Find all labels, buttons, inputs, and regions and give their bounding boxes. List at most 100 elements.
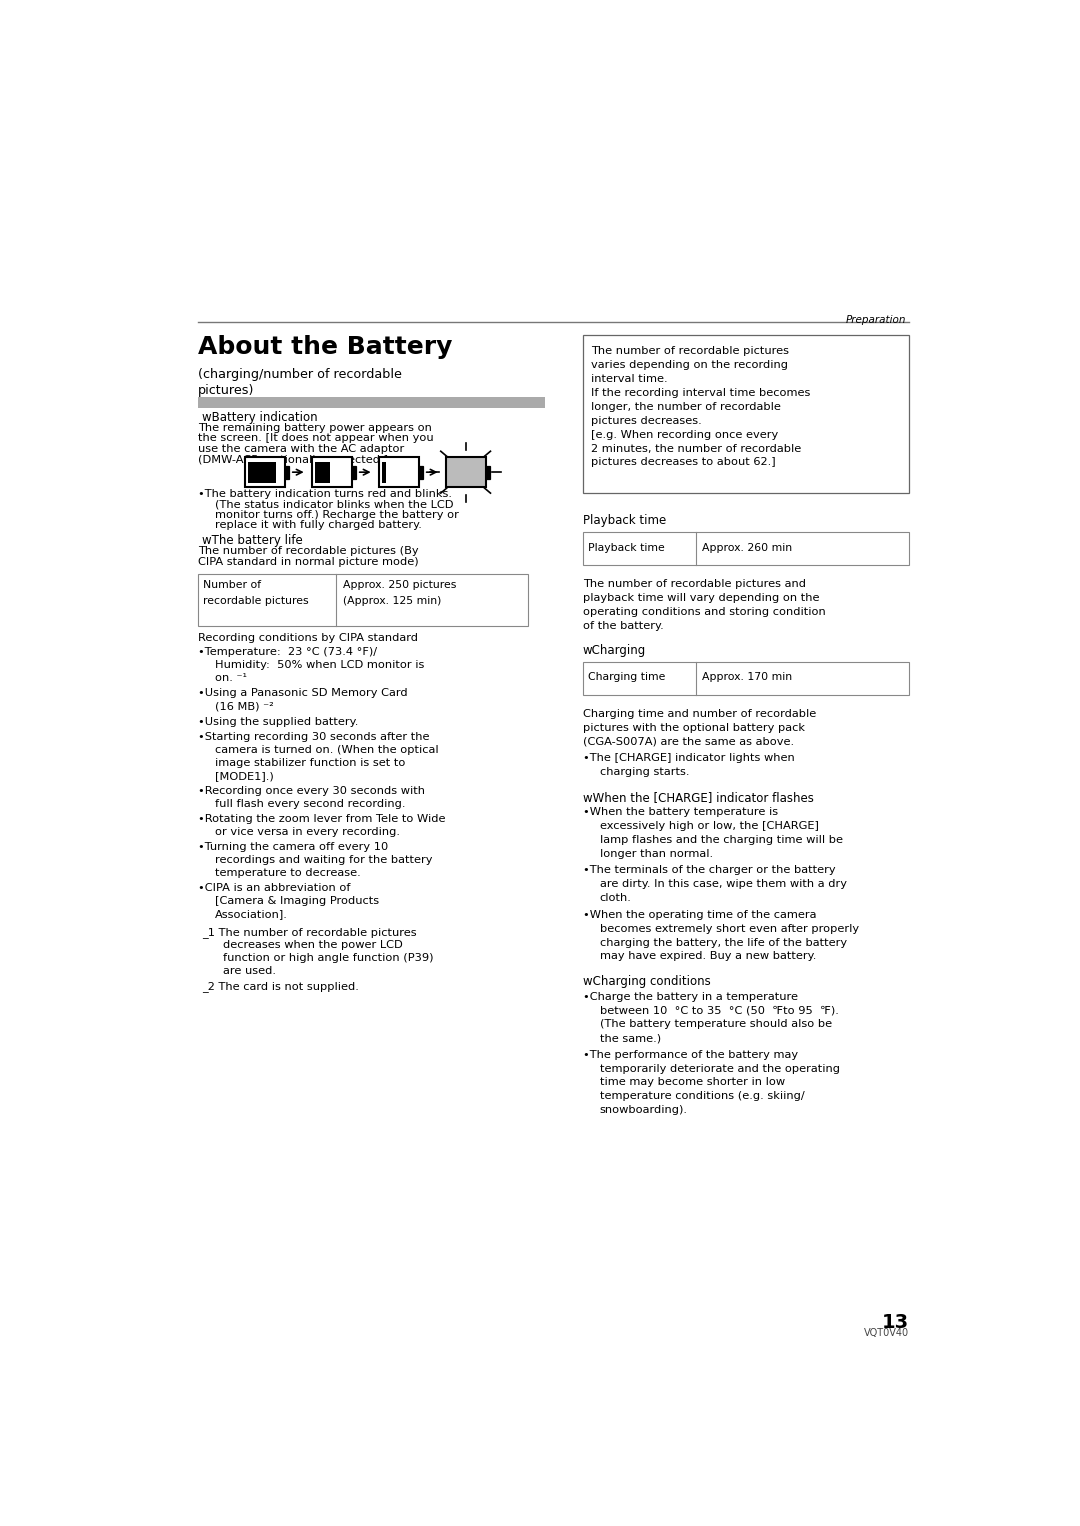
Bar xyxy=(352,465,356,479)
Bar xyxy=(245,456,285,487)
Text: becomes extremely short even after properly: becomes extremely short even after prope… xyxy=(599,923,859,934)
Text: recordable pictures: recordable pictures xyxy=(203,595,309,606)
Text: The number of recordable pictures: The number of recordable pictures xyxy=(591,346,789,357)
Text: temperature conditions (e.g. skiing/: temperature conditions (e.g. skiing/ xyxy=(599,1091,805,1102)
Text: •Charge the battery in a temperature: •Charge the battery in a temperature xyxy=(583,992,798,1001)
Text: wCharging: wCharging xyxy=(583,644,646,658)
Bar xyxy=(248,461,276,482)
Text: The remaining battery power appears on: The remaining battery power appears on xyxy=(198,423,432,433)
Text: •The terminals of the charger or the battery: •The terminals of the charger or the bat… xyxy=(583,865,836,876)
Text: camera is turned on. (When the optical: camera is turned on. (When the optical xyxy=(215,745,438,755)
Bar xyxy=(446,456,486,487)
Text: •Turning the camera off every 10: •Turning the camera off every 10 xyxy=(198,842,388,853)
Text: [Camera & Imaging Products: [Camera & Imaging Products xyxy=(215,896,379,906)
Text: operating conditions and storing condition: operating conditions and storing conditi… xyxy=(583,607,825,617)
Text: monitor turns off.) Recharge the battery or: monitor turns off.) Recharge the battery… xyxy=(215,510,458,520)
Text: cloth.: cloth. xyxy=(599,893,632,903)
Bar xyxy=(198,574,528,626)
Text: Playback time: Playback time xyxy=(588,543,664,552)
Text: •The performance of the battery may: •The performance of the battery may xyxy=(583,1050,798,1059)
Text: (Approx. 125 min): (Approx. 125 min) xyxy=(342,595,441,606)
Text: Approx. 250 pictures: Approx. 250 pictures xyxy=(342,580,456,591)
Text: charging the battery, the life of the battery: charging the battery, the life of the ba… xyxy=(599,937,847,948)
Text: •Using the supplied battery.: •Using the supplied battery. xyxy=(198,717,359,726)
Text: Playback time: Playback time xyxy=(583,514,666,528)
Text: (The battery temperature should also be: (The battery temperature should also be xyxy=(599,1019,832,1029)
Text: •Recording once every 30 seconds with: •Recording once every 30 seconds with xyxy=(198,786,424,797)
Text: Charging time: Charging time xyxy=(588,673,665,682)
Text: interval time.: interval time. xyxy=(591,374,667,385)
Bar xyxy=(486,465,490,479)
Text: If the recording interval time becomes: If the recording interval time becomes xyxy=(591,388,810,398)
Text: •The battery indication turns red and blinks.: •The battery indication turns red and bl… xyxy=(198,488,451,499)
Bar xyxy=(379,456,419,487)
Text: charging starts.: charging starts. xyxy=(599,768,689,777)
Text: snowboarding).: snowboarding). xyxy=(599,1105,688,1116)
Text: _1 The number of recordable pictures: _1 The number of recordable pictures xyxy=(202,926,417,938)
Text: [MODE1].): [MODE1].) xyxy=(215,771,273,781)
Text: temporarily deteriorate and the operating: temporarily deteriorate and the operatin… xyxy=(599,1064,839,1074)
Text: Approx. 170 min: Approx. 170 min xyxy=(702,673,793,682)
Text: playback time will vary depending on the: playback time will vary depending on the xyxy=(583,594,820,603)
Text: Charging time and number of recordable: Charging time and number of recordable xyxy=(583,708,816,719)
Text: the screen. [It does not appear when you: the screen. [It does not appear when you xyxy=(198,433,433,444)
Text: The number of recordable pictures (By: The number of recordable pictures (By xyxy=(198,546,418,555)
Text: replace it with fully charged battery.: replace it with fully charged battery. xyxy=(215,520,421,531)
Text: are dirty. In this case, wipe them with a dry: are dirty. In this case, wipe them with … xyxy=(599,879,847,890)
Text: are used.: are used. xyxy=(222,966,275,975)
Text: •When the operating time of the camera: •When the operating time of the camera xyxy=(583,909,816,920)
Bar xyxy=(312,456,352,487)
Text: Recording conditions by CIPA standard: Recording conditions by CIPA standard xyxy=(198,633,418,642)
Text: •The [CHARGE] indicator lights when: •The [CHARGE] indicator lights when xyxy=(583,754,795,763)
Text: wWhen the [CHARGE] indicator flashes: wWhen the [CHARGE] indicator flashes xyxy=(583,790,813,804)
Text: or vice versa in every recording.: or vice versa in every recording. xyxy=(215,827,400,838)
Text: Preparation: Preparation xyxy=(847,314,907,325)
Text: CIPA standard in normal picture mode): CIPA standard in normal picture mode) xyxy=(198,557,418,566)
Bar xyxy=(583,662,909,694)
Text: [e.g. When recording once every: [e.g. When recording once every xyxy=(591,430,779,439)
Text: may have expired. Buy a new battery.: may have expired. Buy a new battery. xyxy=(599,951,815,961)
Text: Number of: Number of xyxy=(203,580,261,591)
Bar xyxy=(583,334,909,493)
Text: About the Battery: About the Battery xyxy=(198,334,453,359)
Text: (CGA-S007A) are the same as above.: (CGA-S007A) are the same as above. xyxy=(583,737,794,746)
Text: decreases when the power LCD: decreases when the power LCD xyxy=(222,940,403,949)
Text: image stabilizer function is set to: image stabilizer function is set to xyxy=(215,758,405,768)
Text: temperature to decrease.: temperature to decrease. xyxy=(215,868,361,877)
Text: Humidity:  50% when LCD monitor is: Humidity: 50% when LCD monitor is xyxy=(215,661,423,670)
Text: longer than normal.: longer than normal. xyxy=(599,848,713,859)
Text: (The status indicator blinks when the LCD: (The status indicator blinks when the LC… xyxy=(215,499,453,510)
Bar xyxy=(583,533,909,565)
Text: longer, the number of recordable: longer, the number of recordable xyxy=(591,401,781,412)
Text: on. ⁻¹: on. ⁻¹ xyxy=(215,673,246,684)
Text: of the battery.: of the battery. xyxy=(583,621,663,630)
Text: •Using a Panasonic SD Memory Card: •Using a Panasonic SD Memory Card xyxy=(198,688,407,699)
Bar xyxy=(285,465,289,479)
Text: (16 MB) ⁻²: (16 MB) ⁻² xyxy=(215,702,273,711)
Text: full flash every second recording.: full flash every second recording. xyxy=(215,798,405,809)
Text: •Starting recording 30 seconds after the: •Starting recording 30 seconds after the xyxy=(198,732,429,742)
Text: (DMW-AC5; optional) connected.]: (DMW-AC5; optional) connected.] xyxy=(198,455,388,464)
Bar xyxy=(419,465,423,479)
Text: •Temperature:  23 °C (73.4 °F)/: •Temperature: 23 °C (73.4 °F)/ xyxy=(198,647,377,658)
Text: (charging/number of recordable: (charging/number of recordable xyxy=(198,368,402,380)
Text: pictures decreases to about 62.]: pictures decreases to about 62.] xyxy=(591,458,775,467)
Text: lamp flashes and the charging time will be: lamp flashes and the charging time will … xyxy=(599,835,842,845)
Text: wCharging conditions: wCharging conditions xyxy=(583,975,711,987)
Text: wThe battery life: wThe battery life xyxy=(202,534,302,548)
Text: •When the battery temperature is: •When the battery temperature is xyxy=(583,807,778,818)
Text: between 10  °C to 35  °C (50  ℉to 95  ℉).: between 10 °C to 35 °C (50 ℉to 95 ℉). xyxy=(599,1006,838,1015)
Text: Association].: Association]. xyxy=(215,909,287,919)
Text: function or high angle function (P39): function or high angle function (P39) xyxy=(222,952,433,963)
Text: _2 The card is not supplied.: _2 The card is not supplied. xyxy=(202,981,359,992)
Bar xyxy=(198,397,545,407)
Text: wBattery indication: wBattery indication xyxy=(202,410,318,424)
Text: varies depending on the recording: varies depending on the recording xyxy=(591,360,788,371)
Text: VQT0V40: VQT0V40 xyxy=(864,1328,909,1338)
Text: pictures with the optional battery pack: pictures with the optional battery pack xyxy=(583,723,805,732)
Text: •CIPA is an abbreviation of: •CIPA is an abbreviation of xyxy=(198,884,350,893)
Text: 13: 13 xyxy=(882,1314,909,1332)
Text: the same.): the same.) xyxy=(599,1033,661,1044)
Text: pictures): pictures) xyxy=(198,385,254,397)
Text: 2 minutes, the number of recordable: 2 minutes, the number of recordable xyxy=(591,444,801,453)
